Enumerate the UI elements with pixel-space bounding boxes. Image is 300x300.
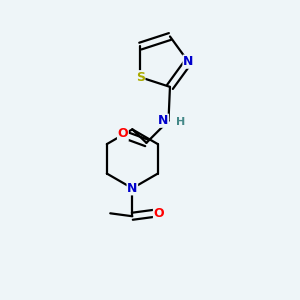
Text: S: S: [136, 71, 145, 84]
Text: H: H: [176, 117, 185, 127]
Text: O: O: [154, 207, 164, 220]
Text: N: N: [158, 114, 168, 127]
Text: N: N: [127, 182, 137, 195]
Text: N: N: [183, 55, 194, 68]
Text: O: O: [118, 128, 128, 140]
